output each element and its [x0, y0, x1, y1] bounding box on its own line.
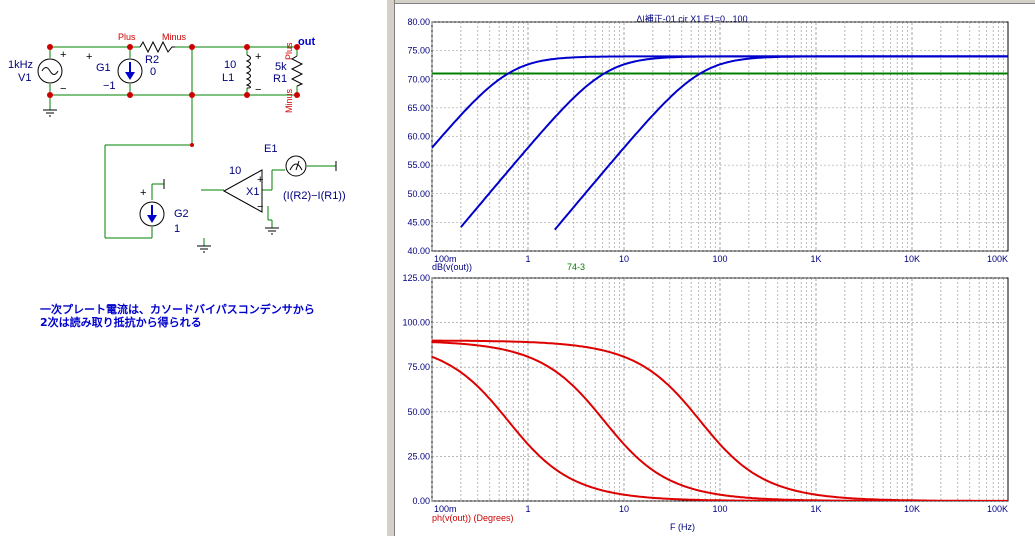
circuit-note: 一次プレート電流は、カソードバイパスコンデンサから 2次は読み取り抵抗から得られ…: [40, 303, 315, 329]
window-top-edge: [395, 0, 1035, 4]
magnitude-y-tick-label: 70.00: [407, 74, 430, 84]
note-line-2: 2次は読み取り抵抗から得られる: [40, 316, 202, 329]
l1-minus-sign: −: [255, 84, 261, 96]
magnitude-series: [432, 55, 1008, 231]
r1-value: 5k: [275, 61, 287, 73]
r2-name: R2: [145, 54, 159, 66]
phase-series-2: [432, 341, 912, 501]
g2-plus-sign: +: [140, 187, 146, 199]
schematic-canvas[interactable]: 1kHz V1 + − + G1 −1 Plus R2 0 Minus 10 L…: [0, 0, 386, 536]
x1-plus-sign: +: [257, 174, 263, 186]
panel-splitter[interactable]: [386, 0, 395, 536]
phase-grid: [431, 277, 1008, 502]
plot-title: Δ|補正-01.cir X1 E1=0...100: [636, 13, 747, 24]
x1-minus-sign: −: [257, 201, 263, 213]
phase-series-3: [432, 339, 1008, 501]
v1-plus-sign: +: [60, 49, 66, 61]
magnitude-x-tick-label: 100m: [434, 254, 457, 264]
magnitude-y-tick-label: 45.00: [407, 217, 430, 227]
magnitude-series-3: [554, 55, 1008, 231]
voltage-source-v1[interactable]: [37, 58, 63, 84]
note-line-1: 一次プレート電流は、カソードバイパスコンデンサから: [40, 303, 315, 316]
magnitude-y-tick-label: 40.00: [407, 246, 430, 256]
phase-y-tick-label: 50.00: [407, 407, 430, 417]
out-node-label: out: [298, 36, 315, 48]
v1-minus-sign: −: [60, 83, 66, 95]
phase-x-tick-label: 10K: [904, 504, 920, 514]
phase-x-tick-label: 1K: [810, 504, 821, 514]
magnitude-grid: [431, 21, 1008, 252]
magnitude-y-tick-label: 55.00: [407, 160, 430, 170]
l1-plus-sign: +: [255, 51, 261, 63]
magnitude-y-label: dB(v(out)): [432, 262, 472, 272]
magnitude-x-tick-label: 10K: [904, 254, 920, 264]
magnitude-x-tick-label: 1K: [810, 254, 821, 264]
analysis-plot-window[interactable]: Δ|補正-01.cir X1 E1=0...100 40.00 45.00 50.0…: [395, 0, 1035, 536]
magnitude-x-tick-label: 10: [619, 254, 629, 264]
phase-series-1: [432, 355, 816, 501]
x1-gain: 10: [229, 165, 241, 177]
phase-y-label: ph(v(out)) (Degrees): [432, 513, 514, 523]
g2-name: G2: [174, 208, 189, 220]
g2-value: 1: [174, 223, 180, 235]
r1-node-minus: Minus: [284, 88, 294, 113]
magnitude-x-tick-label: 1: [525, 254, 530, 264]
magnitude-y-tick-label: 80.00: [407, 17, 430, 27]
r1-node-plus: Plus: [284, 42, 294, 60]
r2-node-minus: Minus: [162, 32, 187, 42]
magnitude-x-ticks: 100m 1 10 100 1K 10K 100K: [434, 254, 1008, 264]
phase-y-ticks: 0.00 25.00 50.00 75.00 100.00 125.00: [402, 273, 430, 506]
phase-y-tick-label: 125.00: [402, 273, 430, 283]
phase-x-ticks: 100m 1 10 100 1K 10K 100K: [434, 504, 1008, 514]
g1-name: G1: [96, 62, 111, 74]
phase-x-tick-label: 1: [525, 504, 530, 514]
r2-value: 0: [150, 66, 156, 78]
phase-x-tick-label: 100: [712, 504, 727, 514]
resistor-r1[interactable]: [290, 55, 304, 87]
g1-node-plus: Plus: [118, 32, 136, 42]
magnitude-y-ticks: 40.00 45.00 50.00 55.00 60.00 65.00 70.00 75.00…: [407, 17, 430, 256]
resistor-r2[interactable]: [139, 40, 175, 54]
r1-name: R1: [273, 73, 287, 85]
phase-x-tick-label: 100K: [987, 504, 1008, 514]
l1-value: 10: [224, 59, 236, 71]
current-source-g2[interactable]: [139, 201, 165, 227]
inductor-l1[interactable]: [245, 54, 251, 89]
e1-expression: (I(R2)−I(R1)): [283, 190, 346, 202]
v1-name: V1: [18, 72, 31, 84]
g1-value: −1: [103, 80, 116, 92]
magnitude-y-tick-label: 60.00: [407, 132, 430, 142]
v1-node-plus: +: [86, 51, 92, 63]
magnitude-x-tick-label: 100K: [987, 254, 1008, 264]
v1-frequency: 1kHz: [8, 59, 33, 71]
l1-name: L1: [222, 72, 234, 84]
x1-name: X1: [246, 186, 259, 198]
phase-y-tick-label: 100.00: [402, 318, 430, 328]
magnitude-y-tick-label: 50.00: [407, 189, 430, 199]
amplifier-x1[interactable]: [222, 169, 263, 213]
e1-name: E1: [264, 143, 277, 155]
magnitude-x-tick-label: 100: [712, 254, 727, 264]
phase-y-tick-label: 25.00: [407, 451, 430, 461]
phase-series: [432, 339, 1008, 501]
phase-y-tick-label: 75.00: [407, 362, 430, 372]
phase-y-tick-label: 0.00: [412, 496, 430, 506]
x-axis-label: F (Hz): [670, 522, 695, 532]
magnitude-y-tick-label: 65.00: [407, 103, 430, 113]
meter-e1[interactable]: [285, 155, 307, 177]
phase-x-tick-label: 100m: [434, 504, 457, 514]
plot-canvas[interactable]: Δ|補正-01.cir X1 E1=0...100 40.00 45.00 50.0…: [395, 0, 1035, 536]
phase-x-tick-label: 10: [619, 504, 629, 514]
current-source-g1[interactable]: [117, 58, 143, 84]
magnitude-annotation: 74-3: [567, 262, 585, 272]
magnitude-y-tick-label: 75.00: [407, 46, 430, 56]
